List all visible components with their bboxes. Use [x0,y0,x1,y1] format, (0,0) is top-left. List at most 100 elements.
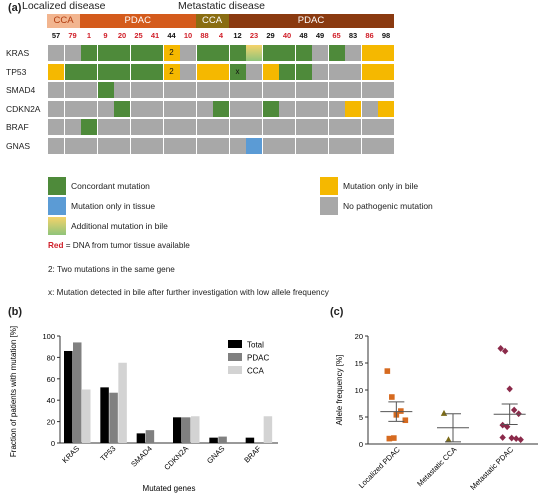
x-tick-label: TP53 [98,444,117,463]
data-point [508,434,515,442]
bar-cca [118,362,127,443]
localized-disease-title: Localized disease [22,0,106,12]
disease-band-label: CCA [53,15,74,26]
heatmap-cell [130,63,147,80]
heatmap-cell [114,63,130,80]
heatmap-cell [97,137,114,154]
heatmap-cell [345,45,361,61]
heatmap-cell [361,119,378,135]
heatmap-cell [114,45,130,61]
heatmap-cell [97,100,114,117]
bar-total [173,417,182,443]
heatmap-cell [180,82,196,98]
heatmap-cell [262,63,279,80]
heatmap-cell [262,45,279,61]
heatmap-cell [196,82,213,98]
heatmap-cell [180,119,196,135]
heatmap-cell [213,45,229,61]
disease-band-pdac-1: PDAC [80,14,196,28]
disease-band-cca-0: CCA [47,14,80,28]
data-point [389,394,395,400]
patient-id: 86 [365,31,374,40]
patient-id: 29 [266,31,275,40]
allele-frequency-dot-plot: 0 5 10 15 20 Allele frequency [%] Localized PD… [335,332,538,492]
bar-pdac [182,417,191,443]
patient-id: 25 [134,31,143,40]
x-tick-label: Metastatic PDAC [468,445,515,492]
bar-cca [82,389,91,443]
gene-label-kras: KRAS [6,48,30,58]
y-tick-label: 80 [47,353,55,362]
heatmap-cell [295,119,312,135]
heatmap-cell [345,137,361,154]
heatmap-cell [345,100,361,117]
heatmap-cell [229,100,246,117]
y-tick-label: 0 [359,440,363,449]
x-tick-label: CDKN2A [162,444,190,472]
heatmap-cell: 2 [163,45,180,61]
disease-band-cca-2: CCA [195,14,229,28]
heatmap-cell [246,82,262,98]
legend-label: No pathogenic mutation [343,201,433,211]
bar-total [136,433,146,443]
heatmap-cell [378,63,394,80]
heatmap-cell [361,100,378,117]
patient-id: 48 [299,31,308,40]
heatmap-cell [163,137,180,154]
metastatic-disease-title: Metastatic disease [178,0,265,12]
heatmap-cell [378,100,394,117]
heatmap-cell [213,137,229,154]
data-point [499,434,506,441]
bar-total [64,350,73,443]
heatmap-cell [114,119,130,135]
legend-label-total: Total [247,341,264,350]
heatmap-cell [279,45,295,61]
heatmap-cell [295,63,312,80]
heatmap-cell [130,119,147,135]
legend-label: Mutation only in bile [343,181,419,191]
heatmap-cell [312,119,328,135]
gene-label-braf: BRAF [6,122,29,132]
bar-pdac [218,436,227,443]
y-tick-label: 100 [42,332,55,341]
heatmap-cell [229,119,246,135]
data-point [510,406,518,414]
x-tick-label: BRAF [242,444,263,465]
data-point [440,409,448,416]
heatmap-cell [262,137,279,154]
legend-label: Additional mutation in bile [71,221,168,231]
patient-id: 23 [249,31,259,40]
patient-id: 57 [51,31,61,40]
heatmap-cell [378,119,394,135]
panel-c-label: (c) [330,306,344,318]
data-point [497,345,504,352]
red-note-word: Red [48,241,64,250]
patient-id: 41 [150,31,160,40]
heatmap-cell [81,45,97,61]
heatmap-cell [81,100,97,117]
heatmap-cell [262,82,279,98]
heatmap-cell [246,119,262,135]
x-tick-label: Localized PDAC [357,445,402,490]
heatmap-cell [130,45,147,61]
heatmap-cell [312,82,328,98]
patient-id: 12 [233,31,242,40]
heatmap-cell [48,119,64,135]
disease-band-label: PDAC [124,15,151,26]
heatmap-cell [262,100,279,117]
legend-swatch [320,197,338,215]
heatmap-cell [147,45,163,61]
heatmap-cell [180,100,196,117]
data-point [391,435,397,441]
heatmap-cell [196,63,213,80]
bar-cca [191,416,200,443]
heatmap-cell [81,82,97,98]
heatmap-cell [312,45,328,61]
heatmap-cell [328,82,345,98]
heatmap-cell [163,82,180,98]
y-axis-title: Allele frequency [%] [335,355,344,426]
bar-pdac [73,342,82,443]
data-point [398,408,404,414]
heatmap-cell [361,137,378,154]
heatmap-cell [81,137,97,154]
